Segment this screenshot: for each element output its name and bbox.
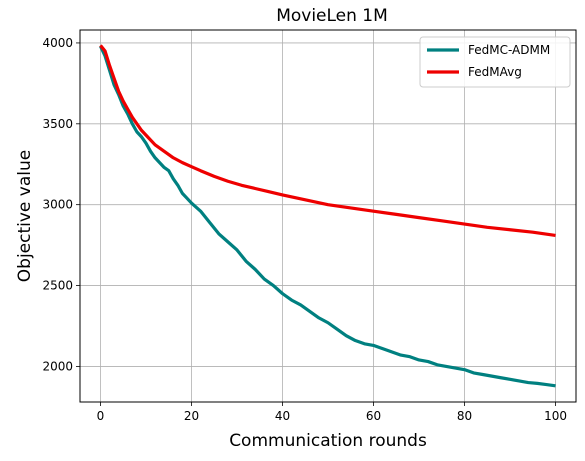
x-tick-label: 20 — [184, 409, 199, 423]
x-axis-ticks: 0 20 40 60 80 100 — [97, 402, 567, 423]
x-tick-label: 60 — [366, 409, 381, 423]
y-tick-label: 3500 — [42, 117, 73, 131]
chart-title: MovieLen 1M — [276, 6, 388, 26]
y-axis-ticks: 2000 2500 3000 3500 4000 — [42, 36, 80, 373]
series-lines — [99, 44, 556, 388]
legend: FedMC-ADMM FedMAvg — [419, 36, 571, 88]
x-axis-label: Communication rounds — [229, 431, 427, 451]
y-axis-label: Objective value — [15, 150, 35, 282]
series-line-fedmc-admm — [99, 45, 556, 388]
y-tick-label: 2500 — [42, 279, 73, 293]
x-tick-label: 100 — [544, 409, 567, 423]
y-tick-label: 4000 — [42, 36, 73, 50]
plot-area — [80, 30, 576, 402]
y-tick-label: 3000 — [42, 198, 73, 212]
legend-label-fedmavg: FedMAvg — [468, 65, 522, 79]
grid — [80, 30, 576, 402]
series-line-fedmavg — [99, 44, 556, 237]
legend-label-fedmc-admm: FedMC-ADMM — [468, 43, 550, 57]
x-tick-label: 40 — [275, 409, 290, 423]
plot-frame — [79, 29, 577, 403]
y-tick-label: 2000 — [42, 359, 73, 373]
x-tick-label: 0 — [97, 409, 105, 423]
x-tick-label: 80 — [457, 409, 472, 423]
